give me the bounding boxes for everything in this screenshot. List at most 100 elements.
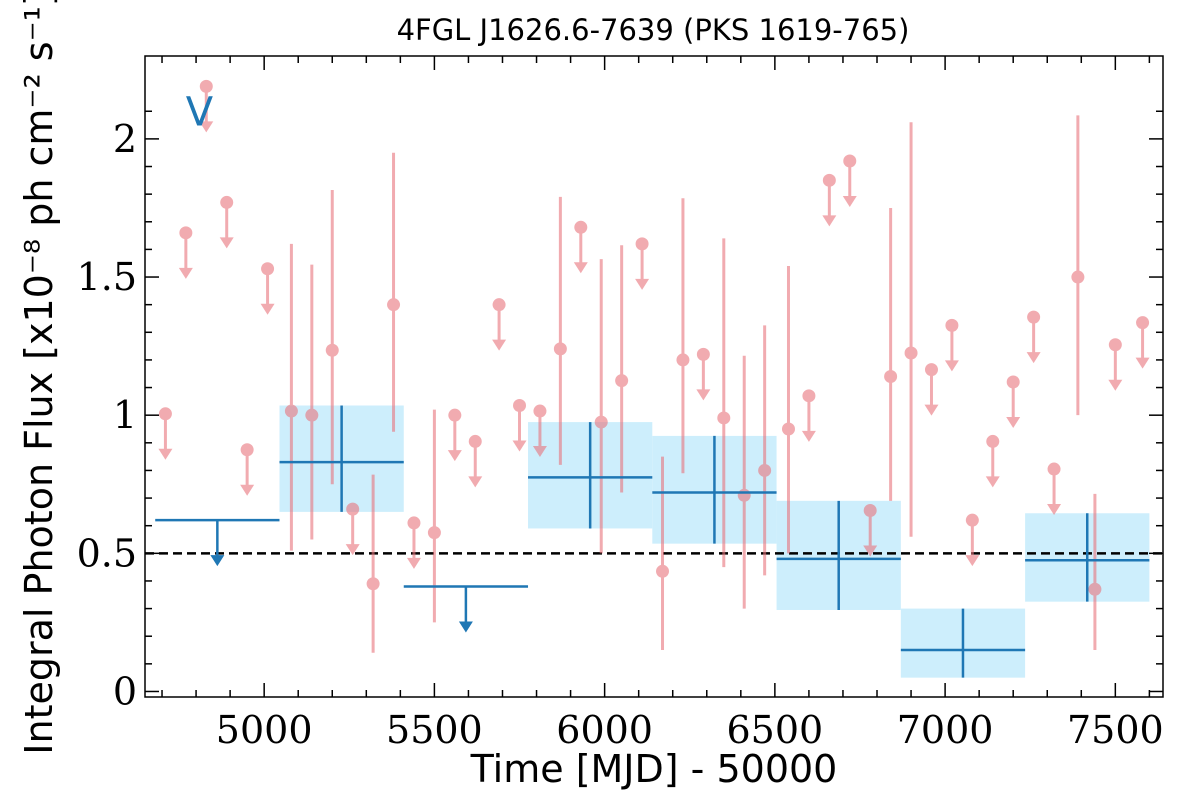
monthly-upper-limit-arrow xyxy=(345,544,360,556)
monthly-point xyxy=(448,408,462,422)
monthly-upper-limit-arrow xyxy=(260,303,275,315)
x-tick-label: 6500 xyxy=(727,708,824,752)
monthly-upper-limit-arrow xyxy=(1026,352,1041,364)
monthly-point xyxy=(305,408,319,422)
monthly-point xyxy=(325,343,339,357)
monthly-point xyxy=(1047,462,1061,476)
monthly-point xyxy=(594,415,608,429)
y-tick-labels: 0 0.5 1 1.5 2 xyxy=(77,117,137,714)
monthly-upper-limit-arrow xyxy=(1108,379,1123,391)
monthly-point xyxy=(199,79,213,93)
yearly-upper-limit-arrow xyxy=(210,555,225,567)
yearly-series xyxy=(155,405,1150,678)
y-tick-label: 0.5 xyxy=(77,531,137,575)
monthly-point xyxy=(802,389,816,403)
monthly-point xyxy=(656,564,670,578)
chart-annotation: V xyxy=(186,89,214,135)
monthly-point xyxy=(346,502,360,516)
monthly-upper-limit-arrow xyxy=(944,360,959,372)
monthly-point xyxy=(284,404,298,418)
monthly-upper-limit-arrow xyxy=(822,215,837,227)
monthly-point xyxy=(513,399,527,413)
chart-title: 4FGL J1626.6-7639 (PKS 1619-765) xyxy=(397,13,910,47)
monthly-upper-limit-arrow xyxy=(158,448,173,460)
monthly-upper-limit-arrow xyxy=(985,476,1000,488)
monthly-upper-limit-arrow xyxy=(924,404,939,416)
monthly-point xyxy=(965,513,979,527)
monthly-upper-limit-arrow xyxy=(842,195,857,207)
monthly-upper-limit-arrow xyxy=(635,278,650,290)
monthly-upper-limit-arrow xyxy=(512,440,527,452)
monthly-upper-limit-arrow xyxy=(1006,417,1021,429)
monthly-point xyxy=(696,347,710,361)
monthly-point xyxy=(492,298,506,312)
monthly-upper-limit-arrow xyxy=(573,262,588,274)
monthly-upper-limit-arrow xyxy=(447,450,462,462)
y-tick-label: 2 xyxy=(113,117,137,161)
x-tick-label: 7000 xyxy=(897,708,994,752)
x-tick-label: 5000 xyxy=(216,708,313,752)
monthly-point xyxy=(676,353,690,367)
monthly-point xyxy=(1027,310,1041,324)
monthly-upper-limit-arrow xyxy=(199,121,214,133)
monthly-point xyxy=(945,318,959,332)
y-tick-label: 1 xyxy=(113,393,137,437)
monthly-upper-limit-arrow xyxy=(1047,504,1062,516)
plot-frame xyxy=(144,55,1164,698)
monthly-upper-limit-arrow xyxy=(532,446,547,458)
monthly-point xyxy=(179,226,193,240)
yearly-upper-limit-arrow xyxy=(458,621,473,633)
y-tick-label: 0 xyxy=(113,669,137,713)
monthly-upper-limit-arrow xyxy=(240,484,255,496)
monthly-point xyxy=(1006,375,1020,389)
monthly-upper-limit-arrow xyxy=(965,555,980,567)
x-tick-label: 7500 xyxy=(1067,708,1164,752)
monthly-point xyxy=(366,577,380,591)
monthly-point xyxy=(1071,270,1085,284)
monthly-point xyxy=(924,363,938,377)
monthly-upper-limit-arrow xyxy=(178,267,193,279)
monthly-point xyxy=(1136,316,1150,330)
monthly-point xyxy=(1088,582,1102,596)
monthly-point xyxy=(822,173,836,187)
monthly-point xyxy=(220,195,234,209)
x-tick-label: 5500 xyxy=(386,708,483,752)
monthly-point xyxy=(533,404,547,418)
monthly-point xyxy=(635,237,649,251)
y-axis-label: Integral Photon Flux [x10⁻⁸ ph cm⁻² s⁻¹] xyxy=(17,0,61,755)
monthly-upper-limit-arrow xyxy=(492,339,507,351)
monthly-upper-limit-arrow xyxy=(863,545,878,557)
monthly-point xyxy=(574,220,588,234)
monthly-point xyxy=(781,422,795,436)
x-tick-label: 6000 xyxy=(556,708,653,752)
axis-ticks xyxy=(145,56,1163,697)
monthly-point xyxy=(407,516,421,530)
monthly-point xyxy=(261,262,275,276)
monthly-upper-limit-arrow xyxy=(696,389,711,401)
monthly-point xyxy=(158,407,172,421)
monthly-point xyxy=(387,298,401,312)
monthly-point xyxy=(843,154,857,168)
monthly-upper-limit-arrow xyxy=(1135,357,1150,369)
monthly-upper-limit-arrow xyxy=(468,476,483,488)
x-axis-label: Time [MJD] - 50000 xyxy=(470,747,838,791)
monthly-point xyxy=(884,370,898,383)
monthly-point xyxy=(553,342,567,356)
monthly-point xyxy=(904,346,918,360)
monthly-point xyxy=(737,488,751,502)
monthly-point xyxy=(1108,338,1122,352)
y-tick-label: 1.5 xyxy=(77,255,137,299)
monthly-point xyxy=(863,504,877,518)
monthly-point xyxy=(240,443,254,457)
monthly-point xyxy=(758,463,772,477)
monthly-point xyxy=(427,526,441,540)
monthly-upper-limit-arrow xyxy=(801,430,816,442)
monthly-point xyxy=(468,434,482,448)
monthly-point xyxy=(717,411,731,425)
monthly-point xyxy=(986,434,1000,448)
monthly-point xyxy=(615,374,629,388)
x-tick-labels: 5000 5500 6000 6500 7000 7500 xyxy=(216,708,1164,752)
monthly-series xyxy=(158,79,1150,653)
monthly-upper-limit-arrow xyxy=(219,237,234,249)
